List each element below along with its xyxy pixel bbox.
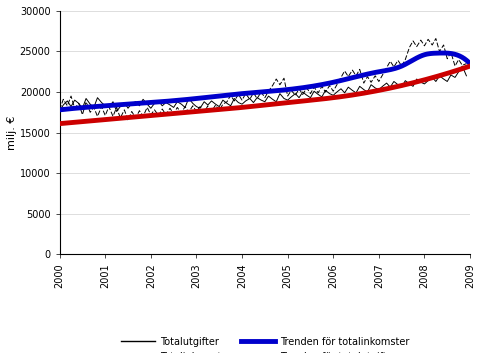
Legend: Totalutgifter, Totalinkomster, Trenden för totalinkomster, Trenden för totalutgi: Totalutgifter, Totalinkomster, Trenden f… <box>120 337 409 353</box>
Y-axis label: milj. €: milj. € <box>7 115 17 150</box>
